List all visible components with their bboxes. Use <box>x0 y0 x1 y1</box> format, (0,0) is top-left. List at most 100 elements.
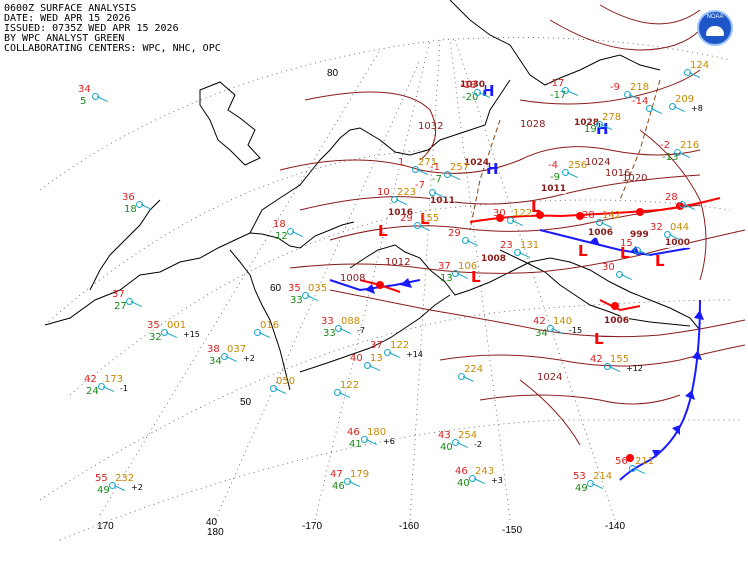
lat-label-80: 80 <box>327 68 339 79</box>
wind-barb-icon <box>96 96 109 103</box>
station-pressure: 001 <box>167 320 187 331</box>
pressure-center-letter: L <box>378 222 388 240</box>
alaska-south-coast <box>349 244 701 331</box>
station-dewpoint: 49 <box>575 483 588 494</box>
cold-front-tri <box>652 450 660 458</box>
station-pressure-tendency: -1 <box>120 384 128 393</box>
station-plot: -1 257 -7 <box>430 162 500 192</box>
wind-barb-icon <box>551 328 564 335</box>
wind-barb-icon <box>348 481 361 488</box>
station-temperature: 28 <box>665 192 678 203</box>
noaa-bird-icon <box>706 26 724 36</box>
station-pressure: 106 <box>458 261 478 272</box>
station-dewpoint: 34 <box>535 328 548 339</box>
cold-front-tri <box>692 350 702 360</box>
station-pressure-tendency: -15 <box>569 326 583 335</box>
station-temperature: -14 <box>632 96 649 107</box>
station-plot: -4 256 -9 <box>548 160 618 190</box>
isobar-label: 1024 <box>537 372 563 383</box>
station-plot: 42 155 +12 <box>590 354 660 384</box>
wind-barb-icon <box>456 442 469 449</box>
cold-front-tri <box>672 425 680 435</box>
station-temperature: -4 <box>548 160 558 171</box>
station-pressure: 140 <box>553 316 573 327</box>
pressure-center-value: 1011 <box>541 184 567 194</box>
station-pressure: 122 <box>513 208 533 219</box>
station-plot: 46 180 41 +6 <box>347 427 417 457</box>
isobar-g <box>479 394 681 405</box>
header-line-2: DATE: WED APR 15 2026 <box>4 13 131 24</box>
station-plot: 37 27 <box>112 289 182 319</box>
pressure-center-value: 1006 <box>604 316 630 326</box>
isobar-k <box>599 4 701 25</box>
station-temperature: 37 <box>370 340 383 351</box>
station-plot: 37 106 13 <box>438 261 508 291</box>
isobar-i <box>549 19 701 51</box>
station-temperature: 10 <box>377 187 390 198</box>
station-temperature: 42 <box>84 374 97 385</box>
station-dewpoint: 18 <box>124 204 137 215</box>
station-temperature: 46 <box>455 466 468 477</box>
station-temperature: 38 <box>207 344 220 355</box>
station-temperature: 36 <box>122 192 135 203</box>
header-line-5: COLLABORATING CENTERS: WPC, NHC, OPC <box>4 43 221 54</box>
station-plot: 29 <box>448 228 518 258</box>
station-temperature: 46 <box>347 427 360 438</box>
station-temperature: -7 <box>415 180 425 191</box>
isobar-1032 <box>304 91 437 161</box>
graticule <box>39 37 740 541</box>
station-dewpoint: -7 <box>432 174 442 185</box>
station-temperature: -17 <box>548 78 565 89</box>
cold-front <box>329 229 704 481</box>
station-pressure-tendency: +2 <box>131 483 143 492</box>
station-dewpoint: 41 <box>349 439 362 450</box>
station-temperature: 40 <box>350 353 363 364</box>
station-plot: 30 122 <box>493 208 563 238</box>
station-temperature: 53 <box>573 471 586 482</box>
station-plot: 56 211 <box>615 456 685 486</box>
station-pressure: 155 <box>610 354 630 365</box>
noaa-logo-text: NOAA <box>706 14 724 20</box>
wind-barb-icon <box>368 365 381 372</box>
gulf-alaska-coast <box>499 249 691 327</box>
station-pressure: 232 <box>115 473 135 484</box>
station-plot: 122 <box>320 380 390 410</box>
isobar-label: 1032 <box>418 121 444 132</box>
pressure-center-value: 999 <box>630 230 649 240</box>
wind-barb-icon <box>338 392 351 399</box>
arctic-island <box>199 81 261 166</box>
pressure-center-letter: L <box>578 242 588 260</box>
station-temperature: 42 <box>590 354 603 365</box>
arctic-coast <box>249 79 511 234</box>
station-plot: 30 <box>602 262 672 292</box>
station-temperature: 32 <box>650 222 663 233</box>
station-pressure: 223 <box>397 187 417 198</box>
station-pressure: 035 <box>308 283 328 294</box>
warm-front-bump <box>626 454 634 462</box>
wind-barb-icon <box>395 199 408 206</box>
wind-barb-icon <box>511 220 524 227</box>
pressure-center-letter: L <box>471 268 481 286</box>
wind-barb-icon <box>433 192 446 199</box>
isobar-label: 1012 <box>385 257 411 268</box>
cold-front-mid <box>539 229 691 257</box>
pressure-center-letter: L <box>620 244 630 262</box>
warm-front-gulf <box>599 299 641 312</box>
station-dewpoint: 5 <box>80 96 87 107</box>
wind-barb-icon <box>165 332 178 339</box>
wind-barb-icon <box>600 222 613 229</box>
wind-barb-icon <box>600 124 613 131</box>
station-temperature: 18 <box>273 219 286 230</box>
cold-front-tri <box>685 390 695 400</box>
station-plot: 124 <box>670 60 740 90</box>
isobar-l <box>639 129 707 281</box>
warm-front-bump <box>576 212 584 220</box>
station-plot: 42 140 34 -15 <box>533 316 603 346</box>
wind-barb-icon <box>518 252 531 259</box>
station-pressure: 256 <box>568 160 588 171</box>
station-pressure: 088 <box>341 316 361 327</box>
wind-barb-icon <box>608 366 621 373</box>
station-dewpoint: 32 <box>149 332 162 343</box>
wind-barb-icon <box>633 468 646 475</box>
